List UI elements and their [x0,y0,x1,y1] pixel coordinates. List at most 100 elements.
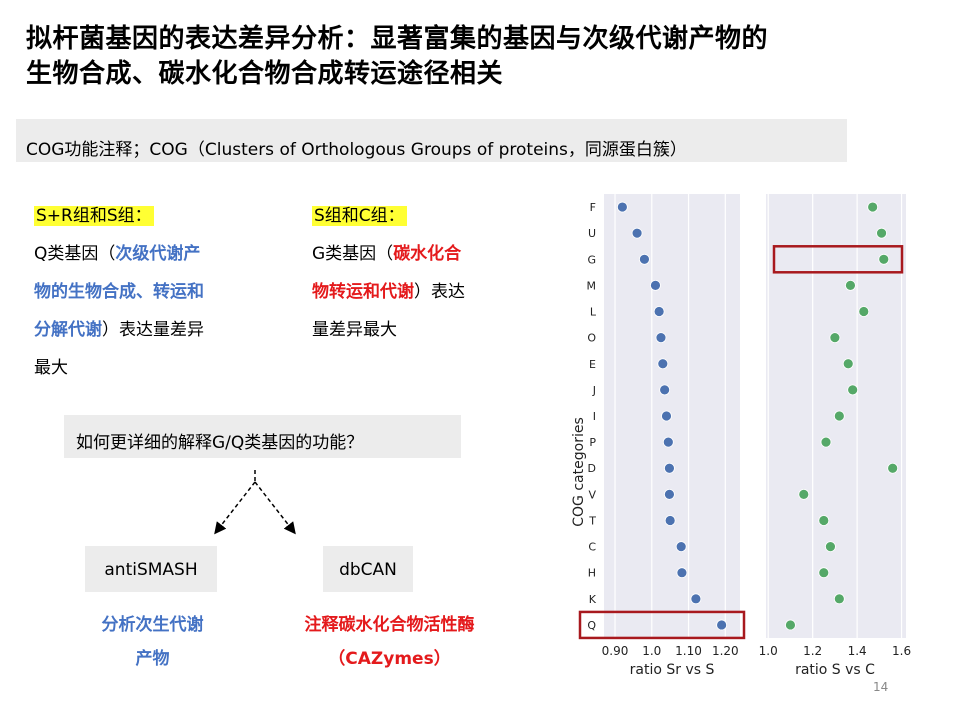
data-point-sr-vs-s [675,541,687,552]
data-point-sr-vs-s [662,436,674,448]
dbcan-desc-line2: （CAZymes） [328,649,451,669]
x-tick-label-s-vs-c: 1.6 [892,644,911,658]
category-label: T [588,514,596,527]
data-point-s-vs-c [867,201,879,213]
question-text: 如何更详细的解释G/Q类基因的功能？ [76,433,364,453]
panel-s-vs-c: 1.0 1.2 1.4 1.6 [759,194,911,658]
data-point-sr-vs-s [664,488,675,500]
category-label: P [589,436,596,449]
cog-note-box: COG功能注释；COG（Clusters of Orthologous Grou… [16,119,847,162]
x-tick-label-sr-vs-s: 0.90 [602,644,629,658]
data-point-s-vs-c [876,227,887,239]
antismash-description: 分析次生代谢 产物 [80,608,225,676]
data-point-s-vs-c [833,593,845,605]
data-point-s-vs-c [887,462,899,474]
data-point-sr-vs-s [664,515,676,526]
left-line4: 最大 [34,358,68,378]
title-line-2: 生物合成、碳水化合物合成转运途径相关 [26,59,504,89]
right-line2-b: ）表达 [414,282,465,302]
data-point-sr-vs-s [659,384,671,396]
category-label: D [588,462,596,475]
slide-title: 拟杆菌基因的表达差异分析：显著富集的基因与次级代谢产物的 生物合成、碳水化合物合… [26,22,941,92]
category-label: C [588,541,596,554]
right-line1-b: 碳水化合 [393,244,462,264]
data-point-s-vs-c [829,332,841,344]
plot-background-sr-vs-s [604,194,740,638]
category-label: F [590,201,596,214]
dbcan-description: 注释碳水化合物活性酶 （CAZymes） [272,608,507,676]
category-label: O [587,332,596,345]
data-point-s-vs-c [878,253,890,265]
right-group-heading: S组和C组： [312,206,407,226]
left-line3-b: ）表达量差异 [102,320,204,340]
arrow-left [214,481,256,535]
highlight-box-s-vs-c [772,245,904,274]
data-point-s-vs-c [825,541,836,552]
branch-arrows [214,470,296,535]
category-label: I [593,410,596,423]
data-point-sr-vs-s [716,619,728,631]
category-label: V [588,488,596,501]
x-tick-label-sr-vs-s: 1.10 [675,644,702,658]
data-point-sr-vs-s [639,253,650,265]
cog-note-text: COG功能注释；COG（Clusters of Orthologous Grou… [26,140,687,160]
category-label: K [589,593,597,606]
x-axis-label-left: ratio Sr vs S [630,662,715,678]
category-label: G [587,253,596,266]
right-line2-a: 物转运和代谢 [312,282,414,302]
data-point-sr-vs-s [661,410,672,422]
dbcan-box: dbCAN [323,546,413,592]
category-label: J [592,384,596,397]
data-point-sr-vs-s [653,306,665,317]
right-line1-a: G类基因（ [312,244,394,264]
antismash-box: antiSMASH [85,546,217,592]
data-point-s-vs-c [818,515,830,526]
left-group-heading: S+R组和S组： [34,206,154,226]
category-label: L [590,306,597,319]
x-tick-label-s-vs-c: 1.2 [803,644,822,658]
data-point-sr-vs-s [676,567,688,579]
data-point-s-vs-c [833,410,845,422]
data-point-sr-vs-s [657,358,669,370]
left-line2: 物的生物合成、转运和 [34,282,204,302]
x-tick-label-sr-vs-s: 1.20 [712,644,739,658]
left-line3-a: 分解代谢 [34,320,102,340]
category-label: E [589,358,596,371]
category-label: Q [587,619,596,632]
x-tick-label-s-vs-c: 1.4 [848,644,867,658]
y-axis-label: COG categories [571,417,587,526]
data-point-s-vs-c [845,280,856,291]
antismash-desc-line2: 产物 [135,649,170,669]
x-tick-label-s-vs-c: 1.0 [759,644,778,658]
left-group-text: S+R组和S组： Q类基因（次级代谢产 物的生物合成、转运和 分解代谢）表达量差… [34,197,204,387]
data-point-s-vs-c [858,306,870,317]
right-line3: 量差异最大 [312,320,397,340]
arrow-right [254,481,296,535]
x-axis-label-right: ratio S vs C [795,662,875,678]
question-box: 如何更详细的解释G/Q类基因的功能？ [64,415,461,458]
data-point-sr-vs-s [664,462,675,474]
data-point-s-vs-c [818,567,830,579]
data-point-s-vs-c [847,384,859,396]
data-point-s-vs-c [820,436,832,448]
right-group-text: S组和C组： G类基因（碳水化合 物转运和代谢）表达 量差异最大 [312,197,465,349]
dbcan-label: dbCAN [339,560,397,580]
antismash-desc-line1: 分析次生代谢 [101,615,204,635]
data-point-s-vs-c [798,488,810,500]
data-point-sr-vs-s [616,201,628,213]
x-tick-label-sr-vs-s: 1.0 [642,644,661,658]
category-label: H [588,567,596,580]
antismash-label: antiSMASH [104,560,198,580]
category-label: M [587,279,597,292]
data-point-sr-vs-s [690,593,702,605]
dbcan-desc-line1: 注释碳水化合物活性酶 [304,615,475,635]
left-line1-b: 次级代谢产 [115,244,201,264]
category-label: U [588,227,596,240]
data-point-sr-vs-s [655,332,667,344]
highlight-box-sr-vs-s [578,610,746,640]
left-line1-a: Q类基因（ [34,244,116,264]
data-point-sr-vs-s [631,227,643,239]
data-point-s-vs-c [842,358,854,370]
